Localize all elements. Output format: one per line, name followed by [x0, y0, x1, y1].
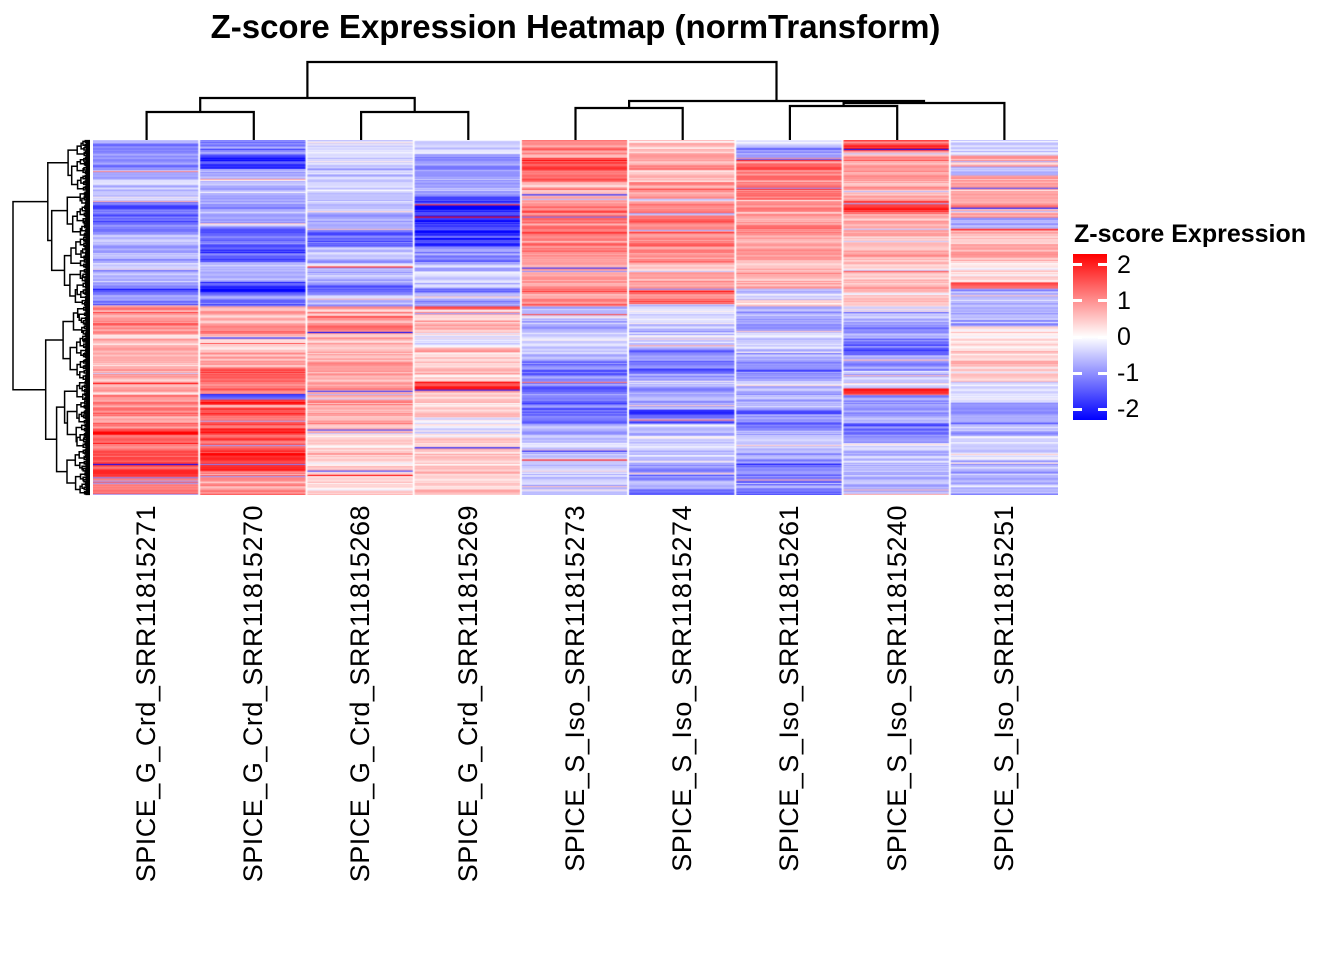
column-label: SPICE_S_Iso_SRR11815261	[774, 505, 804, 872]
column-label: SPICE_G_Crd_SRR11815269	[453, 505, 483, 883]
column-label: SPICE_G_Crd_SRR11815268	[345, 505, 375, 883]
legend-tick-mark	[1073, 407, 1082, 411]
column-label: SPICE_G_Crd_SRR11815270	[238, 505, 268, 883]
legend-tick-mark	[1098, 371, 1107, 375]
legend-tick-mark	[1098, 263, 1107, 267]
column-label: SPICE_S_Iso_SRR11815251	[989, 505, 1019, 872]
legend-tick-label: 0	[1117, 323, 1131, 351]
column-label: SPICE_S_Iso_SRR11815273	[560, 505, 590, 872]
legend-tick-mark	[1073, 263, 1082, 267]
legend-tick-label: -2	[1117, 395, 1140, 423]
legend-tick-label: 1	[1117, 287, 1131, 315]
chart-title: Z-score Expression Heatmap (normTransfor…	[210, 8, 941, 45]
row-dendrogram	[12, 139, 90, 496]
column-label: SPICE_S_Iso_SRR11815240	[882, 505, 912, 872]
legend-tick-mark	[1073, 299, 1082, 303]
legend-tick-label: -1	[1117, 359, 1140, 387]
legend-tick-mark	[1098, 335, 1107, 339]
legend-tick-mark	[1098, 407, 1107, 411]
legend-tick-mark	[1098, 299, 1107, 303]
legend-tick-mark	[1073, 371, 1082, 375]
column-dendrogram	[145, 60, 1006, 140]
legend-title: Z-score Expression	[1074, 220, 1307, 248]
legend-colorbar	[1073, 254, 1107, 420]
heatmap-matrix	[93, 140, 1058, 495]
legend-tick-mark	[1073, 335, 1082, 339]
column-label: SPICE_S_Iso_SRR11815274	[667, 505, 697, 872]
column-label: SPICE_G_Crd_SRR11815271	[131, 505, 161, 883]
legend-tick-label: 2	[1117, 251, 1131, 279]
